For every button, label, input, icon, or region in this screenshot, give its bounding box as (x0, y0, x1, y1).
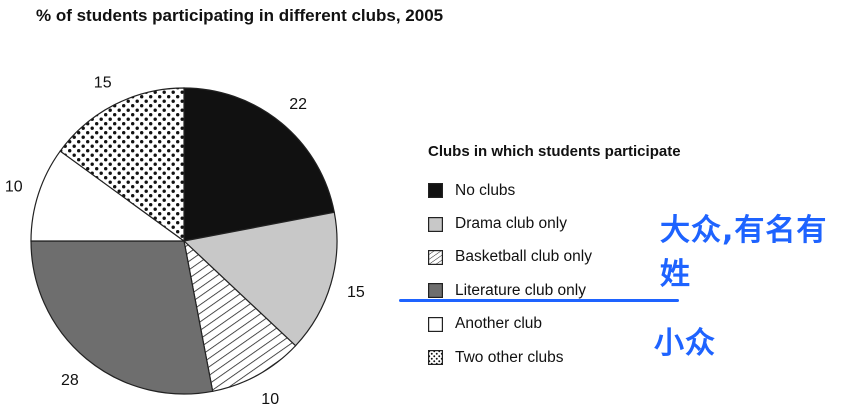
legend-swatch-two-other-clubs (428, 350, 443, 366)
chart-title: % of students participating in different… (36, 6, 444, 25)
slice-value-label-no-clubs: 22 (289, 96, 307, 113)
legend-item-basketball-club-only: Basketball club only (428, 241, 681, 274)
handwritten-annotation-popular: 大众,有名有姓 (660, 213, 828, 292)
legend-label: Literature club only (455, 281, 586, 299)
legend-swatch-no-clubs (428, 183, 443, 199)
legend-label: Another club (455, 315, 543, 333)
pie-slice-no-clubs (183, 87, 335, 242)
legend-swatch-drama-club-only (428, 216, 443, 232)
pie-slice-literature-club-only (30, 240, 214, 395)
pie-slice-another-club (30, 150, 186, 242)
legend-item-another-club: Another club (428, 308, 681, 341)
legend: Clubs in which students participate No c… (428, 143, 681, 374)
legend-swatch-basketball-club-only (428, 249, 443, 265)
legend-label: No clubs (455, 181, 516, 199)
legend-label: Two other clubs (455, 348, 564, 366)
pie-slice-drama-club-only (182, 211, 338, 347)
legend-item-no-clubs: No clubs (428, 174, 681, 207)
pie-slice-two-other-clubs (59, 87, 185, 243)
legend-label: Basketball club only (455, 248, 592, 266)
slice-value-label-literature-club-only: 28 (61, 372, 79, 389)
legend-swatch-another-club (428, 316, 443, 332)
handwritten-underline (399, 299, 679, 302)
handwritten-annotation-niche: 小众 (654, 326, 716, 361)
slice-value-label-basketball-club-only: 10 (261, 391, 279, 408)
legend-label: Drama club only (455, 215, 567, 233)
slice-value-label-another-club: 10 (5, 179, 23, 196)
legend-swatch-literature-club-only (428, 283, 443, 299)
slice-value-label-two-other-clubs: 15 (94, 75, 112, 92)
slice-value-label-drama-club-only: 15 (347, 284, 365, 301)
legend-item-literature-club-only: Literature club only (428, 274, 681, 307)
legend-title: Clubs in which students participate (428, 143, 681, 160)
legend-item-two-other-clubs: Two other clubs (428, 341, 681, 374)
legend-item-drama-club-only: Drama club only (428, 207, 681, 240)
pie-slice-basketball-club-only (183, 239, 297, 392)
